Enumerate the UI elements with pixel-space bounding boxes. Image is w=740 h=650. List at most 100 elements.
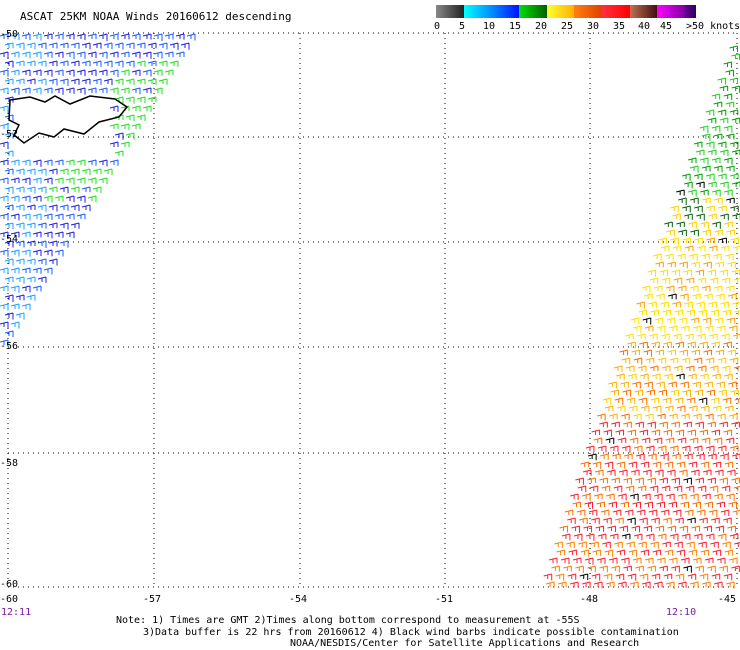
wind-barb xyxy=(673,365,683,373)
wind-barb xyxy=(10,231,20,238)
wind-barb xyxy=(683,477,692,485)
wind-barb xyxy=(629,437,639,444)
wind-barb xyxy=(700,549,710,556)
wind-barb xyxy=(32,69,42,76)
wind-barb xyxy=(608,501,617,508)
wind-barb xyxy=(10,33,20,41)
wind-barb xyxy=(691,261,700,269)
wind-barb xyxy=(687,157,697,164)
legend-swatch xyxy=(546,5,575,18)
wind-barb xyxy=(697,277,707,284)
wind-barb xyxy=(673,333,682,341)
wind-barb xyxy=(639,341,648,349)
wind-barb xyxy=(43,51,53,58)
wind-barb xyxy=(70,78,80,85)
wind-barb xyxy=(691,525,701,532)
wind-barb xyxy=(664,549,674,556)
wind-barb xyxy=(584,501,593,509)
legend-label: 0 xyxy=(434,21,441,32)
wind-barb xyxy=(10,249,20,257)
wind-barb xyxy=(564,509,574,516)
wind-barb xyxy=(640,373,649,381)
wind-barb xyxy=(650,541,659,549)
wind-barb xyxy=(87,51,97,58)
wind-barb xyxy=(180,42,190,50)
wind-barb xyxy=(664,405,674,412)
wind-barb xyxy=(648,453,657,461)
wind-barb xyxy=(672,301,681,308)
wind-barb xyxy=(707,565,716,573)
wind-barb xyxy=(21,87,31,94)
wind-barb xyxy=(725,101,735,108)
wind-barb xyxy=(700,405,710,413)
wind-barb xyxy=(669,413,678,420)
wind-barb xyxy=(734,398,740,403)
wind-barb xyxy=(32,159,42,167)
wind-barb xyxy=(109,69,119,77)
wind-barb xyxy=(690,317,700,324)
wind-barb xyxy=(10,213,20,221)
wind-barb xyxy=(720,453,729,461)
wind-barb xyxy=(723,429,733,436)
wind-barb xyxy=(684,181,693,189)
wind-barb xyxy=(4,204,14,211)
wind-barb xyxy=(4,42,14,49)
wind-barb xyxy=(676,221,685,228)
wind-barb xyxy=(109,51,119,58)
wind-barb xyxy=(732,509,740,515)
wind-barb xyxy=(32,231,42,238)
wind-barb xyxy=(615,573,625,581)
wind-barb xyxy=(76,159,86,166)
wind-barb xyxy=(597,533,607,540)
wind-barb xyxy=(719,269,729,277)
wind-barb xyxy=(606,469,616,477)
wind-barb xyxy=(717,413,726,421)
wind-barb xyxy=(713,581,723,588)
wind-barb xyxy=(687,429,697,437)
wind-barb xyxy=(142,33,152,40)
wind-barb xyxy=(711,517,720,524)
wind-barb xyxy=(729,357,739,365)
wind-barb xyxy=(677,285,687,292)
legend-label: 40 xyxy=(638,21,651,32)
wind-barb xyxy=(732,453,740,460)
wind-barb xyxy=(705,445,715,452)
wind-barb xyxy=(704,293,713,300)
wind-barb xyxy=(600,453,609,460)
wind-barb xyxy=(48,42,58,49)
wind-barb xyxy=(37,78,47,86)
wind-barb xyxy=(37,42,47,50)
wind-barb xyxy=(4,78,14,85)
wind-barb xyxy=(26,294,36,301)
wind-barb xyxy=(616,549,626,556)
wind-barb xyxy=(580,549,590,557)
wind-barb xyxy=(125,96,135,104)
wind-barb xyxy=(21,195,31,203)
wind-barb xyxy=(54,87,64,95)
wind-barb xyxy=(26,240,36,247)
wind-barb xyxy=(627,341,636,349)
wind-barb xyxy=(120,123,130,130)
wind-barb xyxy=(81,186,91,193)
wind-barb xyxy=(120,51,130,58)
wind-barb xyxy=(677,493,687,500)
wind-barb xyxy=(567,517,576,524)
wind-barb xyxy=(708,181,717,188)
wind-barb xyxy=(589,485,599,492)
wind-barb xyxy=(727,349,737,357)
wind-barb xyxy=(600,509,610,516)
wind-barb xyxy=(686,397,696,404)
wind-barb xyxy=(716,501,725,508)
wind-barb xyxy=(603,429,613,437)
wind-barb xyxy=(713,493,723,500)
wind-barb xyxy=(65,231,75,239)
wind-barb xyxy=(658,237,667,244)
wind-barb xyxy=(688,221,697,229)
wind-barb xyxy=(59,42,69,49)
wind-barb xyxy=(732,301,740,308)
wind-barb xyxy=(651,517,660,525)
wind-barb xyxy=(692,557,702,564)
wind-barb xyxy=(638,309,648,316)
wind-barb xyxy=(668,293,677,300)
wind-barb xyxy=(54,69,64,76)
